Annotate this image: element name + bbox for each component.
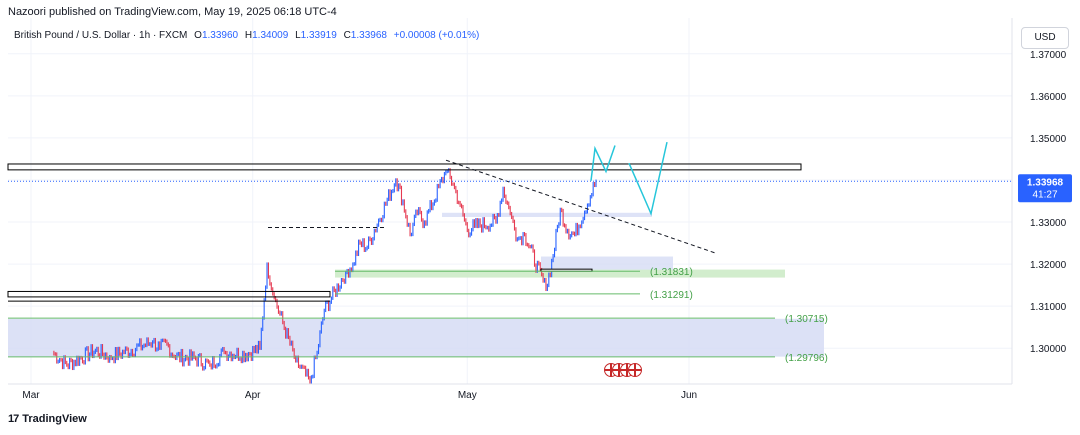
y-tick-label: 1.35000 (1030, 134, 1067, 145)
symbol-name: British Pound / U.S. Dollar · 1h · FXCM (14, 30, 188, 41)
logo-text: TradingView (22, 413, 87, 425)
x-tick-label: Apr (245, 390, 261, 401)
y-tick-label: 1.31000 (1030, 302, 1067, 313)
high-label: H (244, 30, 253, 41)
dashed-trendline (445, 159, 718, 255)
y-tick-label: 1.37000 (1030, 50, 1067, 61)
logo-mark: 17 (8, 413, 19, 425)
x-tick-label: Jun (681, 390, 697, 401)
mini-zone (442, 212, 652, 217)
level-label: (1.31831) (650, 267, 693, 278)
publisher-text: Nazoori published on TradingView.com, Ma… (8, 6, 337, 18)
open-value: 1.33960 (201, 30, 239, 41)
price-tag-countdown: 41:27 (1032, 189, 1057, 200)
y-tick-label: 1.30000 (1030, 344, 1067, 355)
level-label: (1.29796) (785, 353, 828, 364)
demand-zone-green (335, 269, 785, 278)
high-value: 1.34009 (252, 30, 289, 41)
change-value: +0.00008 (+0.01%) (393, 30, 480, 41)
annotation-zones (8, 212, 824, 357)
projection-path-2 (628, 141, 668, 217)
demand-zone-blue (8, 318, 824, 357)
currency-button[interactable]: USD (1021, 27, 1069, 49)
close-value: 1.33968 (350, 30, 387, 41)
resistance-box (7, 163, 802, 171)
symbol-legend: British Pound / U.S. Dollar · 1h · FXCM … (14, 30, 479, 41)
annotation-drawings (7, 141, 1012, 358)
level-labels: (1.31831) (1.31291) (1.30715) (1.29796) (650, 267, 828, 364)
top-bar: Nazoori published on TradingView.com, Ma… (0, 0, 1080, 24)
y-tick-label: 1.33000 (1030, 218, 1067, 229)
level-label: (1.31291) (650, 290, 693, 301)
uk-flag-icon (628, 363, 642, 377)
open-label: O (194, 30, 202, 41)
time-axis: Mar Apr May Jun (8, 383, 1012, 401)
x-tick-label: Mar (22, 390, 40, 401)
support-box-upper (7, 290, 331, 298)
event-markers (604, 363, 642, 377)
price-tag-bg (1018, 174, 1072, 203)
x-tick-label: May (458, 390, 477, 401)
tradingview-logo[interactable]: 17 TradingView (8, 413, 87, 425)
y-tick-label: 1.36000 (1030, 92, 1067, 103)
supply-zone-small (541, 256, 673, 270)
y-tick-label: 1.32000 (1030, 260, 1067, 271)
close-label: C (343, 30, 351, 41)
chart-grid (8, 18, 1012, 384)
low-value: 1.33919 (300, 30, 337, 41)
price-tag-value: 1.33968 (1027, 177, 1064, 188)
low-label: L (295, 30, 301, 41)
level-label: (1.30715) (785, 314, 828, 325)
projection-path-1 (590, 145, 616, 181)
